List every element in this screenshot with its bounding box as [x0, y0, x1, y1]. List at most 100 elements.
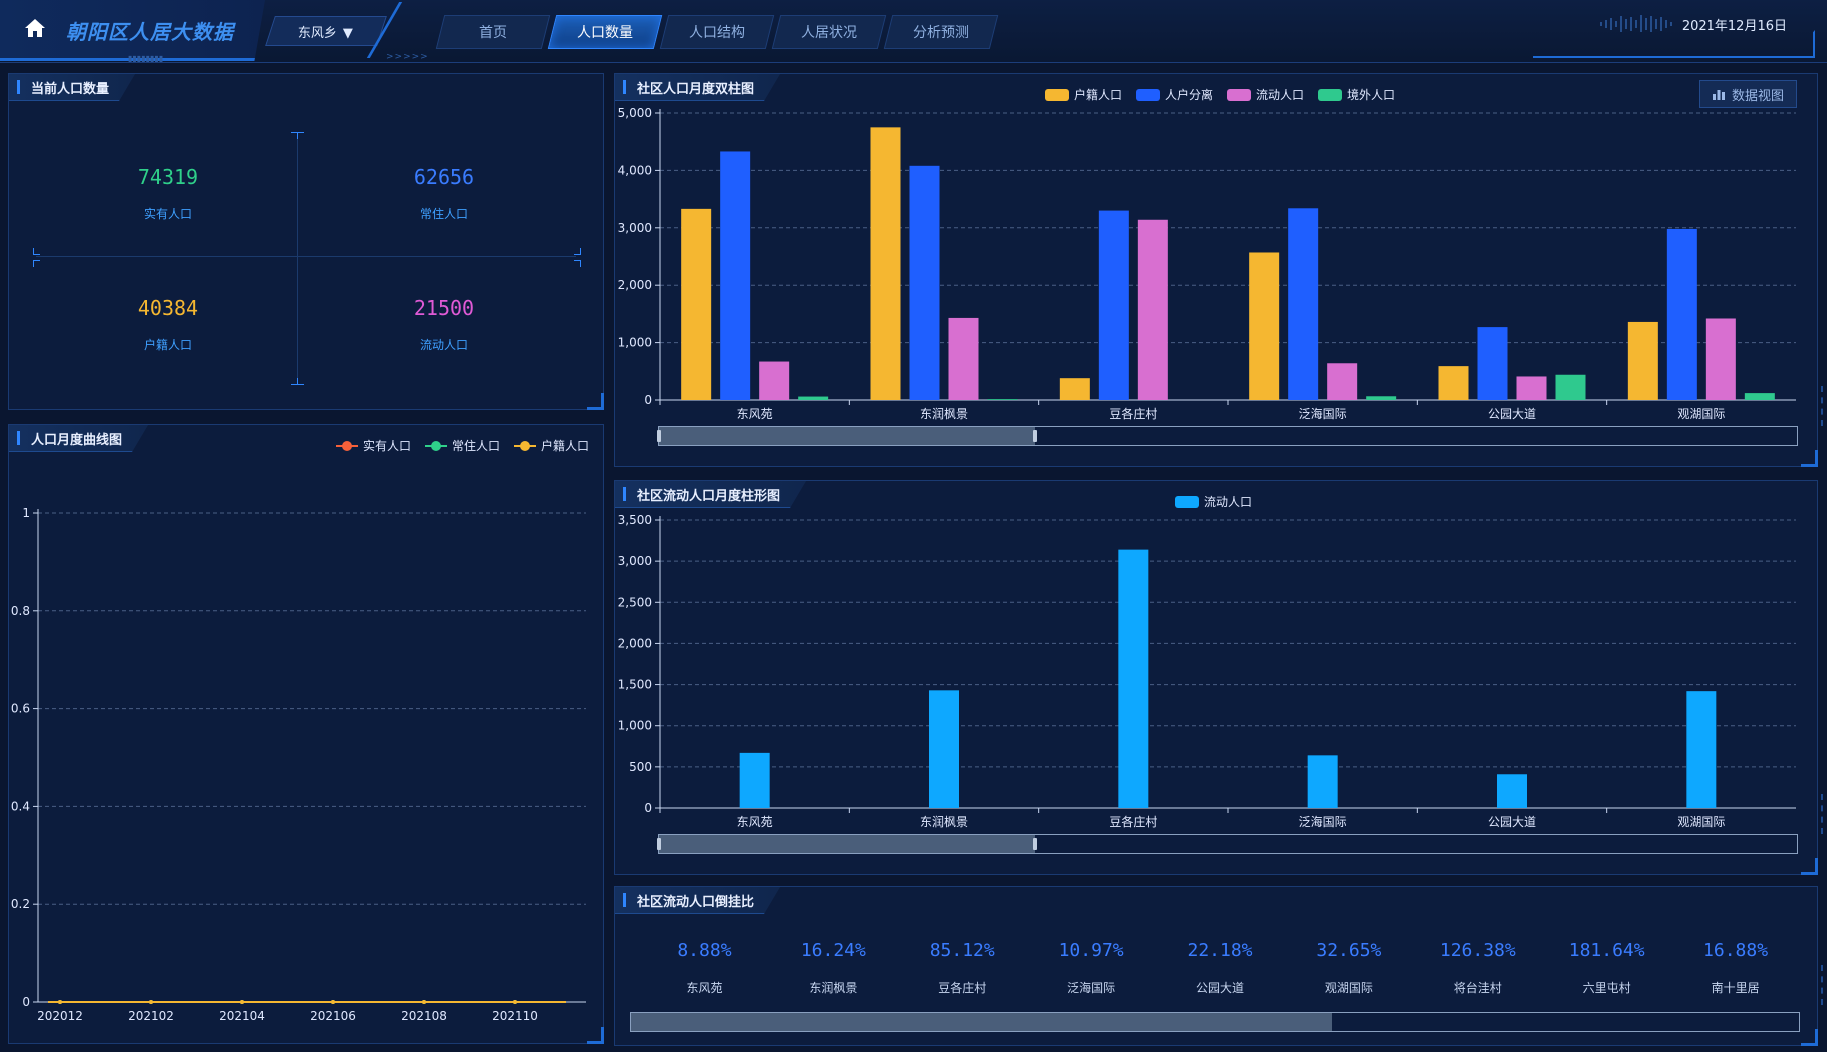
community-bar-chart: 0 1,000 2,000 3,000 4,000 5,000 东风苑 东润枫景 豆各庄村 泛海国…	[618, 106, 1796, 420]
bar-3-0	[798, 396, 829, 400]
y-tick-label: 0.4	[11, 799, 30, 813]
zoom-slider-range[interactable]	[659, 835, 1035, 853]
panel-title: 社区流动人口月度柱形图	[615, 481, 806, 508]
ratio-item: 22.18% 公园大道	[1187, 940, 1253, 995]
ratio-scrollbar[interactable]	[630, 1012, 1800, 1032]
region-selector[interactable]: 东风乡 ▼	[265, 16, 387, 46]
monthly-line-chart: 0 0.2 0.4 0.6 0.8 1 202012 202102 202104 202106 20…	[11, 506, 586, 1023]
bar-0-4	[1438, 366, 1469, 400]
stat-value: 21500	[413, 296, 475, 320]
bar-1-3	[1288, 208, 1319, 400]
scrollbar-thumb[interactable]	[631, 1013, 1332, 1031]
x-tick-label: 202104	[219, 1009, 265, 1023]
tab-living-conditions[interactable]: 人居状况	[771, 15, 887, 49]
bar-chart-icon	[1712, 90, 1725, 100]
ratio-item: 85.12% 豆各庄村	[929, 940, 995, 995]
x-tick-label: 东风苑	[737, 815, 773, 828]
bar-0-1	[929, 690, 959, 808]
corner-bracket	[33, 260, 40, 267]
waveform-decoration	[1600, 15, 1672, 32]
x-tick-label: 202106	[310, 1009, 356, 1023]
bar-3-3	[1366, 396, 1397, 400]
stats-divider-vertical	[297, 132, 298, 384]
legend-item[interactable]: 实有人口	[335, 437, 411, 454]
legend-item[interactable]: 流动人口	[1227, 86, 1304, 103]
y-tick-label: 0.8	[11, 604, 30, 618]
x-tick-label: 东润枫景	[920, 814, 968, 828]
bar-3-4	[1555, 374, 1586, 400]
legend-item[interactable]: 境外人口	[1318, 86, 1395, 103]
logo-area: 朝阳区人居大数据	[0, 0, 265, 61]
y-tick-label: 1,000	[618, 719, 652, 733]
zoom-handle-right[interactable]	[1033, 430, 1037, 442]
x-tick-label: 202110	[492, 1009, 538, 1023]
bar-0-0	[681, 208, 712, 400]
ratio-item: 126.38% 将台洼村	[1439, 940, 1516, 995]
tab-population-count[interactable]: 人口数量	[547, 15, 663, 49]
panel-title: 当前人口数量	[9, 74, 135, 101]
y-tick-label: 1	[22, 506, 30, 520]
y-tick-label: 2,000	[618, 636, 652, 650]
legend-item[interactable]: 户籍人口	[513, 437, 589, 454]
legend-item[interactable]: 常住人口	[424, 437, 500, 454]
bar-0-4	[1497, 774, 1527, 808]
legend-item[interactable]: 户籍人口	[1045, 86, 1122, 103]
community-bar-zoom-slider[interactable]	[657, 426, 1798, 446]
y-tick-label: 0	[644, 801, 652, 815]
series-point-2-4	[422, 1000, 426, 1004]
bar-0-5	[1686, 691, 1717, 808]
data-view-label: 数据视图	[1731, 88, 1784, 104]
bar-1-0	[720, 151, 751, 400]
corner-bracket	[33, 248, 40, 255]
zoom-handle-right[interactable]	[1033, 838, 1037, 850]
ratio-item: 8.88% 东风苑	[677, 940, 732, 995]
y-tick-label: 0.2	[11, 897, 30, 911]
legend-item[interactable]: 流动人口	[1175, 493, 1252, 510]
y-tick-label: 0	[22, 995, 30, 1009]
x-tick-label: 东风苑	[737, 407, 773, 420]
bar-0-0	[739, 752, 770, 808]
tab-forecast[interactable]: 分析预测	[883, 15, 999, 49]
corner-bracket	[574, 260, 581, 267]
zoom-handle-left[interactable]	[657, 838, 661, 850]
x-tick-label: 豆各庄村	[1109, 814, 1157, 828]
stat-label: 常住人口	[419, 207, 468, 221]
y-tick-label: 1,500	[618, 678, 652, 692]
bar-0-5	[1627, 321, 1658, 400]
y-tick-label: 0	[644, 393, 652, 407]
bar-1-1	[909, 165, 940, 400]
bar-2-2	[1137, 219, 1168, 400]
stat-label: 流动人口	[419, 338, 468, 352]
x-tick-label: 公园大道	[1488, 407, 1536, 420]
data-view-button[interactable]: 数据视图	[1698, 80, 1797, 108]
stat-label: 实有人口	[143, 207, 192, 221]
panel-edge-decoration	[1818, 386, 1823, 426]
y-tick-label: 5,000	[618, 106, 652, 120]
y-tick-label: 500	[629, 760, 652, 774]
x-tick-label: 202012	[37, 1009, 83, 1023]
ratio-item: 16.88% 南十里居	[1703, 940, 1769, 995]
bar-2-4	[1516, 376, 1547, 400]
y-tick-label: 1,000	[618, 336, 652, 350]
y-tick-label: 2,500	[618, 595, 652, 609]
top-header: 朝阳区人居大数据 ▮▮▮▮▮▮▮▮ 东风乡 ▼ >>>>> 首页 人口数量 人口结…	[0, 0, 1827, 63]
bar-0-1	[870, 127, 901, 400]
chart-legend: 流动人口	[1175, 493, 1252, 510]
bar-0-2	[1059, 378, 1090, 400]
bar-3-1	[987, 399, 1018, 400]
series-point-2-2	[240, 1000, 244, 1004]
floating-bar-zoom-slider[interactable]	[657, 834, 1798, 854]
home-icon[interactable]	[24, 18, 46, 38]
ratio-item: 10.97% 泛海国际	[1058, 940, 1124, 995]
zoom-handle-left[interactable]	[657, 430, 661, 442]
legend-swatch	[1227, 88, 1252, 101]
tab-population-structure[interactable]: 人口结构	[659, 15, 775, 49]
legend-item[interactable]: 人户分离	[1136, 86, 1213, 103]
corner-bracket	[574, 248, 581, 255]
zoom-slider-range[interactable]	[659, 427, 1035, 445]
stat-value: 74319	[137, 165, 199, 189]
ratio-item: 181.64% 六里屯村	[1568, 940, 1645, 995]
legend-swatch	[1175, 495, 1199, 508]
x-tick-label: 泛海国际	[1299, 406, 1347, 420]
tab-home[interactable]: 首页	[435, 15, 551, 49]
